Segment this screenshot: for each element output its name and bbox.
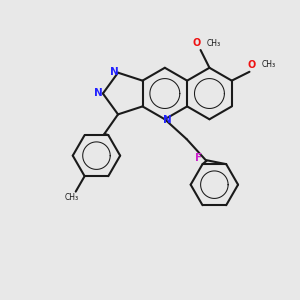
Text: F: F <box>195 153 202 163</box>
Text: CH₃: CH₃ <box>261 60 275 69</box>
Text: N: N <box>94 88 102 98</box>
Text: CH₃: CH₃ <box>65 193 79 202</box>
Text: CH₃: CH₃ <box>206 39 221 48</box>
Text: N: N <box>110 67 118 77</box>
Text: O: O <box>193 38 201 48</box>
Text: O: O <box>247 60 256 70</box>
Text: N: N <box>164 115 172 125</box>
